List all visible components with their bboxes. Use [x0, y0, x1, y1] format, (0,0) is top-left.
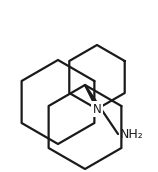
Text: NH₂: NH₂ [120, 127, 144, 141]
Text: N: N [93, 103, 101, 116]
